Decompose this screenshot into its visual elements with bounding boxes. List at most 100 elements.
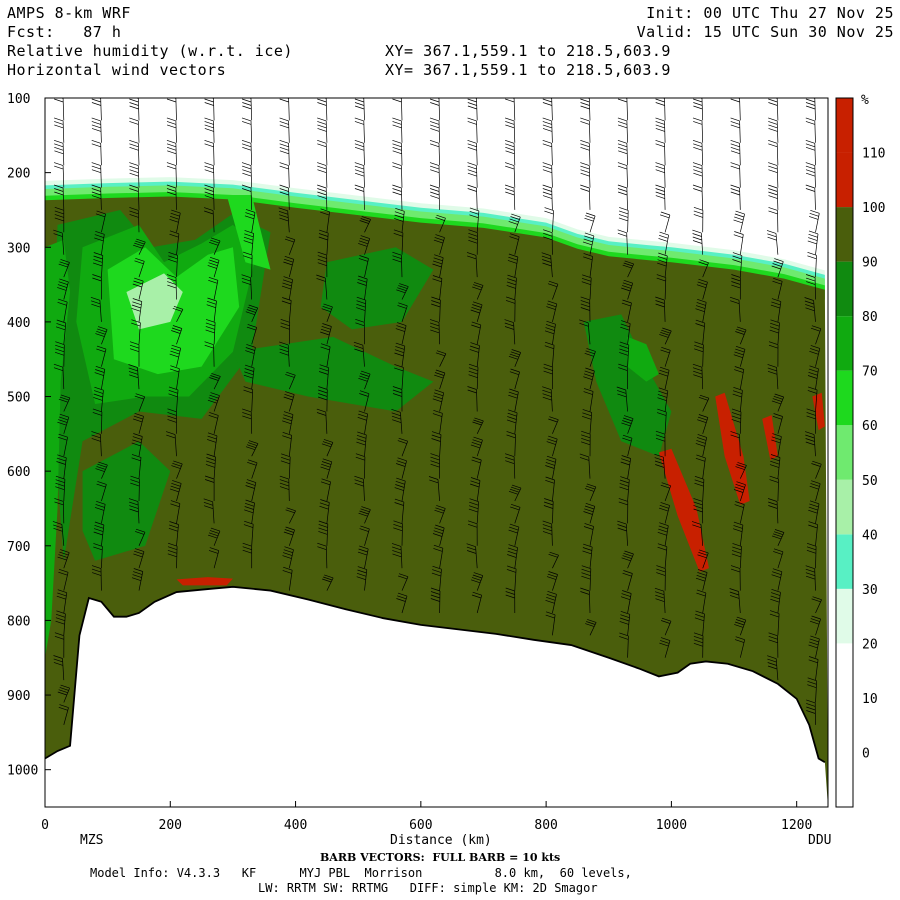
wind-barb [542, 386, 553, 412]
wind-barb [169, 480, 182, 502]
wind-barb [208, 412, 219, 434]
wind-barb [733, 231, 744, 255]
wind-barb [318, 229, 329, 255]
x-tick-label: 800 [534, 818, 557, 833]
colorbar-label: 90 [862, 256, 878, 271]
wind-barb [396, 283, 409, 300]
wind-barb [542, 520, 553, 546]
wind-barb [171, 460, 183, 479]
wind-barb [53, 655, 65, 681]
wind-barb [241, 98, 253, 121]
colorbar-label: 30 [862, 583, 878, 598]
wind-barb [471, 321, 482, 345]
wind-barb [582, 232, 595, 255]
wind-barb [280, 318, 291, 345]
wind-barb [580, 162, 591, 188]
wind-barb [546, 300, 558, 322]
wind-barb [55, 319, 67, 345]
wind-barb [656, 274, 667, 300]
wind-barb [58, 394, 71, 412]
wind-barb [391, 543, 403, 569]
wind-barb [730, 98, 741, 121]
wind-barb [768, 162, 779, 188]
wind-barb [392, 386, 403, 412]
wind-barb [545, 476, 555, 502]
wind-barb [208, 547, 220, 569]
wind-barb [243, 364, 255, 390]
wind-barb [657, 252, 668, 278]
wind-barb [771, 433, 782, 457]
colorbar-swatch [836, 425, 853, 480]
wind-barb [655, 430, 666, 457]
wind-barb [354, 184, 365, 210]
wind-barb [811, 460, 822, 479]
wind-barb [658, 502, 670, 524]
wind-barb [166, 184, 177, 210]
wind-barb [283, 255, 295, 278]
wind-barb [583, 523, 594, 546]
wind-barb [166, 274, 177, 300]
wind-barb [320, 323, 332, 345]
wind-barb [806, 542, 817, 569]
wind-barb [92, 252, 104, 278]
wind-barb [432, 275, 443, 300]
wind-barb [204, 162, 215, 188]
wind-barb [320, 458, 333, 479]
wind-barb [730, 139, 741, 166]
y-tick-label: 100 [7, 92, 30, 107]
wind-barb [617, 229, 628, 255]
wind-barb [505, 296, 516, 322]
wind-barb [617, 520, 628, 546]
wind-barb [768, 632, 779, 658]
wind-barb [472, 282, 484, 300]
wind-barb [692, 363, 704, 390]
wind-barb [432, 524, 445, 546]
wind-barb [508, 349, 522, 367]
wind-barb [242, 408, 253, 434]
wind-barb [622, 570, 633, 591]
colorbar-label: 60 [862, 419, 878, 434]
wind-barb [281, 297, 292, 322]
y-tick-label: 300 [7, 241, 30, 256]
humidity-zone-110 [176, 577, 233, 586]
wind-barb [397, 302, 408, 323]
wind-barb [769, 454, 781, 479]
wind-barb [431, 431, 442, 457]
wind-barb [394, 498, 405, 524]
wind-barb [769, 319, 780, 345]
humidity-zone-80 [627, 336, 659, 382]
wind-barb [510, 503, 521, 524]
wind-barb [91, 117, 102, 143]
wind-barb [53, 184, 65, 210]
wind-barb [204, 117, 215, 143]
wind-barb [692, 117, 704, 143]
wind-barb [428, 476, 440, 502]
wind-barb [91, 431, 102, 457]
wind-barb [621, 550, 634, 569]
wind-barb [283, 391, 295, 412]
wind-barb [430, 587, 441, 614]
wind-barb [805, 274, 816, 300]
wind-barb [284, 236, 296, 255]
valid-time: Valid: 15 UTC Sun 30 Nov 25 [636, 23, 894, 41]
wind-barb [468, 363, 479, 390]
wind-barb [466, 252, 478, 278]
wind-barb [317, 98, 328, 121]
plot-frame [44, 97, 829, 808]
field2-title: Horizontal wind vectors [7, 61, 227, 79]
wind-barb [96, 481, 107, 502]
wind-barb [128, 364, 140, 390]
terrain-fill [45, 586, 828, 807]
y-tick-label: 500 [7, 391, 30, 406]
wind-barb [241, 162, 253, 188]
wind-barb [317, 386, 328, 412]
wind-barb [618, 207, 629, 233]
wind-barb [279, 184, 290, 210]
wind-barb [129, 139, 140, 166]
wind-barb [767, 498, 779, 524]
wind-barb [434, 505, 446, 524]
wind-barb [54, 498, 65, 524]
colorbar-swatch [836, 98, 853, 153]
